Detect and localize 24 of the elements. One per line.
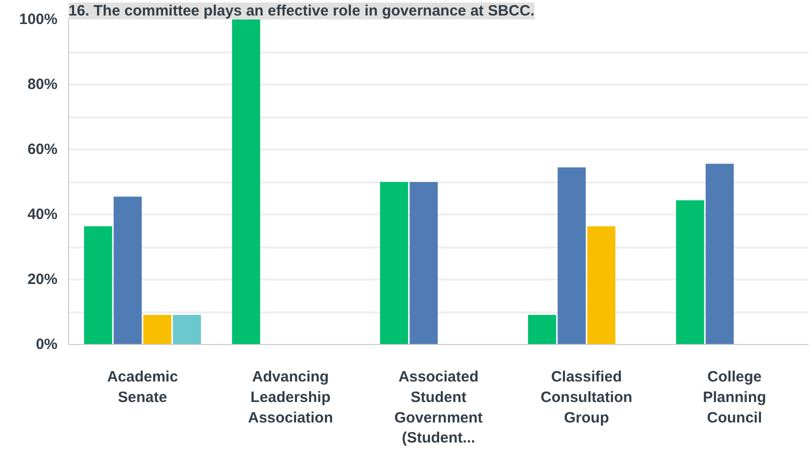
bar: [84, 226, 112, 344]
x-tick-label: Associated Student Government (Student...: [394, 368, 483, 447]
bar: [143, 314, 172, 344]
y-tick-label: 80%: [27, 76, 58, 93]
bar: [706, 164, 734, 344]
x-tick-label: College Planning Council: [702, 368, 766, 426]
y-tick-label: 0%: [36, 336, 58, 353]
y-tick-label: 40%: [27, 206, 58, 223]
bar: [114, 196, 142, 344]
bar: [587, 226, 616, 344]
bar: [172, 314, 201, 344]
x-tick-label: Academic Senate: [107, 368, 178, 406]
y-tick-label: 20%: [27, 271, 58, 288]
bar: [232, 20, 260, 344]
bar: [410, 182, 438, 344]
bar: [676, 200, 704, 344]
bar: [558, 167, 586, 344]
x-tick-label: Classified Consultation Group: [540, 368, 632, 426]
chart-title: 16. The committee plays an effective role in governance at SBCC.: [68, 2, 534, 20]
x-tick-label: Advancing Leadership Association: [248, 368, 334, 426]
bar: [380, 182, 408, 344]
y-tick-label: 60%: [27, 141, 58, 158]
bar: [528, 314, 556, 344]
y-tick-label: 100%: [19, 11, 58, 28]
